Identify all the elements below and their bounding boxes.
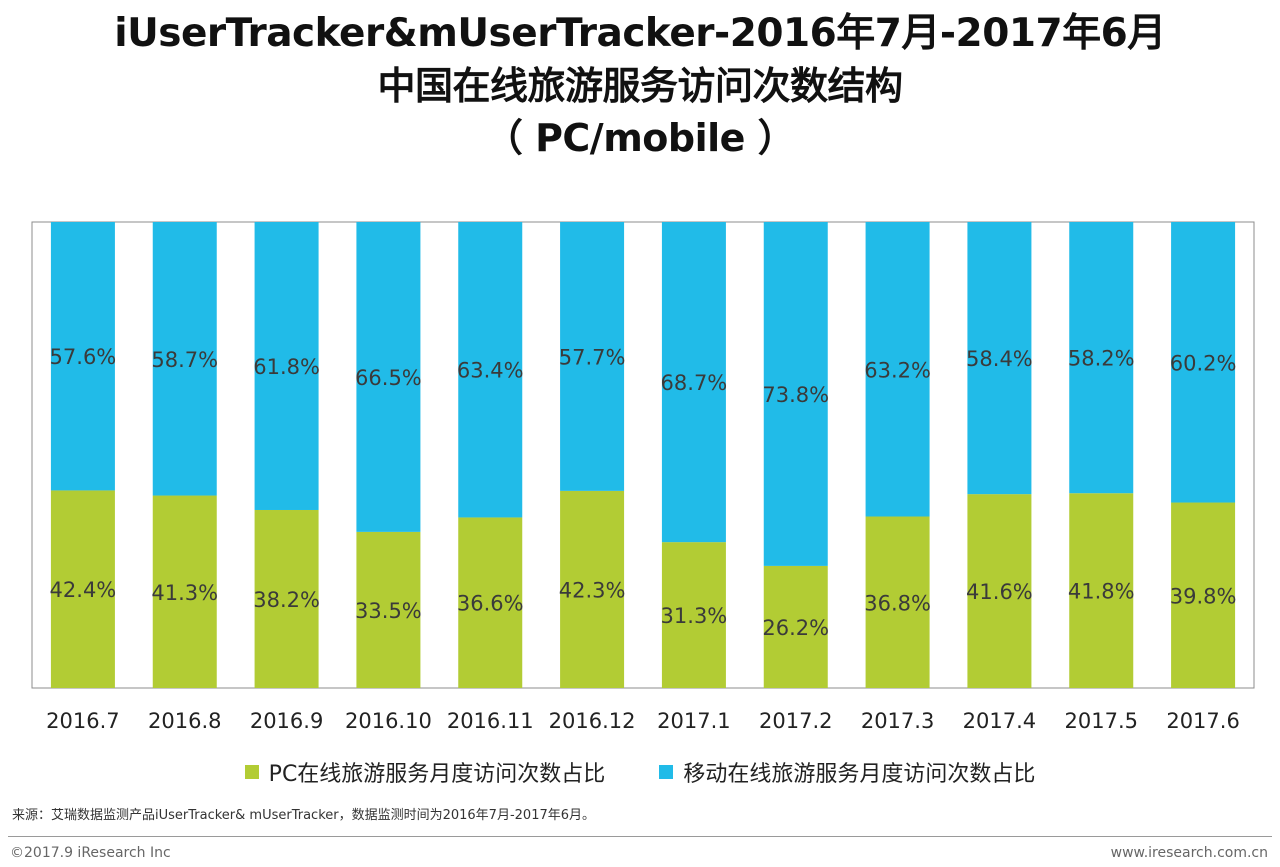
data-label-pc-2017.3: 36.8% — [864, 591, 931, 615]
legend-item-pc: PC在线旅游服务月度访问次数占比 — [244, 756, 606, 788]
copyright: ©2017.9 iResearch Inc — [10, 845, 171, 861]
data-label-mobile-2017.1: 68.7% — [661, 371, 728, 395]
legend-swatch-mobile — [659, 765, 674, 779]
bar-pc-2017.4 — [967, 494, 1032, 688]
data-label-mobile-2016.7: 57.6% — [50, 345, 117, 369]
x-tick-label-2016.8: 2016.8 — [148, 709, 221, 733]
data-label-mobile-2017.4: 58.4% — [966, 347, 1033, 371]
bar-pc-2016.12 — [560, 490, 625, 688]
bar-pc-2017.2 — [763, 565, 828, 688]
data-label-pc-2016.10: 33.5% — [355, 599, 422, 623]
bar-mobile-2017.3 — [865, 222, 930, 517]
data-label-mobile-2017.2: 73.8% — [762, 383, 829, 407]
data-label-mobile-2017.3: 63.2% — [864, 358, 931, 382]
bar-pc-2017.6 — [1171, 502, 1236, 688]
bar-pc-2016.10 — [356, 531, 421, 688]
legend-item-mobile: 移动在线旅游服务月度访问次数占比 — [659, 756, 1035, 788]
data-label-pc-2016.8: 41.3% — [151, 581, 218, 605]
bar-pc-2017.5 — [1069, 493, 1134, 688]
bar-mobile-2017.6 — [1171, 222, 1236, 503]
x-tick-label-2016.12: 2016.12 — [549, 709, 636, 733]
data-label-pc-2016.7: 42.4% — [50, 578, 117, 602]
data-label-pc-2017.2: 26.2% — [762, 616, 829, 640]
chart-title: iUserTracker&mUserTracker-2016年7月-2017年6… — [0, 8, 1280, 164]
data-label-pc-2017.5: 41.8% — [1068, 580, 1135, 604]
data-label-mobile-2016.11: 63.4% — [457, 359, 524, 383]
data-label-mobile-2016.10: 66.5% — [355, 366, 422, 390]
chart-legend: PC在线旅游服务月度访问次数占比 移动在线旅游服务月度访问次数占比 — [0, 756, 1280, 788]
bar-mobile-2016.9 — [254, 222, 319, 510]
x-tick-label-2017.5: 2017.5 — [1065, 709, 1138, 733]
bar-mobile-2017.4 — [967, 222, 1032, 495]
bar-pc-2016.7 — [50, 490, 115, 688]
x-tick-label-2017.3: 2017.3 — [861, 709, 934, 733]
bar-mobile-2016.8 — [152, 222, 217, 496]
data-label-mobile-2016.8: 58.7% — [151, 348, 218, 372]
legend-swatch-pc — [244, 765, 259, 779]
website: www.iresearch.com.cn — [1110, 845, 1268, 861]
data-label-pc-2016.11: 36.6% — [457, 592, 524, 616]
x-tick-label-2017.6: 2017.6 — [1166, 709, 1239, 733]
bar-mobile-2016.10 — [356, 222, 421, 532]
data-label-mobile-2016.12: 57.7% — [559, 345, 626, 369]
bar-pc-2016.11 — [458, 517, 523, 688]
legend-label-pc: PC在线旅游服务月度访问次数占比 — [268, 762, 606, 787]
x-tick-label-2016.9: 2016.9 — [250, 709, 323, 733]
bar-mobile-2017.1 — [661, 222, 726, 543]
bar-mobile-2017.2 — [763, 222, 828, 566]
bar-pc-2016.9 — [254, 509, 319, 688]
x-tick-label-2017.4: 2017.4 — [963, 709, 1036, 733]
data-label-mobile-2017.6: 60.2% — [1170, 351, 1237, 375]
title-line-1: iUserTracker&mUserTracker-2016年7月-2017年6… — [114, 11, 1166, 56]
bar-mobile-2017.5 — [1069, 222, 1134, 494]
title-line-3: （ PC/mobile ） — [484, 116, 796, 160]
plot-frame — [31, 221, 1255, 689]
x-tick-label-2016.11: 2016.11 — [447, 709, 534, 733]
data-label-pc-2016.9: 38.2% — [253, 588, 320, 612]
data-label-mobile-2017.5: 58.2% — [1068, 347, 1135, 371]
bar-pc-2017.1 — [661, 542, 726, 688]
bar-mobile-2016.11 — [458, 222, 523, 518]
x-tick-label-2016.10: 2016.10 — [345, 709, 432, 733]
data-label-mobile-2016.9: 61.8% — [253, 355, 320, 379]
title-line-2: 中国在线旅游服务访问次数结构 — [377, 64, 903, 108]
bar-mobile-2016.12 — [560, 222, 625, 491]
source-note: 来源：艾瑞数据监测产品iUserTracker& mUserTracker，数据… — [12, 808, 596, 823]
footer-divider — [8, 836, 1272, 837]
x-tick-label-2016.7: 2016.7 — [46, 709, 119, 733]
data-label-pc-2016.12: 42.3% — [559, 578, 626, 602]
x-tick-label-2017.1: 2017.1 — [657, 709, 730, 733]
bar-mobile-2016.7 — [50, 222, 115, 491]
legend-label-mobile: 移动在线旅游服务月度访问次数占比 — [683, 762, 1036, 787]
data-label-pc-2017.6: 39.8% — [1170, 584, 1237, 608]
bar-pc-2017.3 — [865, 516, 930, 688]
bar-pc-2016.8 — [152, 495, 217, 688]
x-tick-label-2017.2: 2017.2 — [759, 709, 832, 733]
data-label-pc-2017.1: 31.3% — [661, 604, 728, 628]
data-label-pc-2017.4: 41.6% — [966, 580, 1033, 604]
